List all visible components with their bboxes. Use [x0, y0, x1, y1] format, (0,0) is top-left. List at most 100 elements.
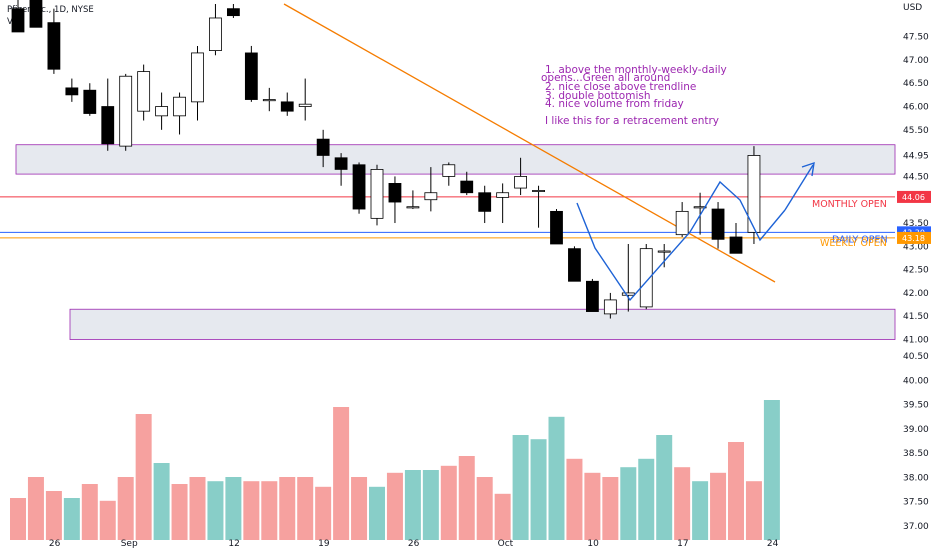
price-tick: 46.00 — [903, 103, 929, 113]
candle-body — [675, 210, 689, 236]
volume-bar — [620, 467, 637, 540]
volume-bar — [333, 407, 350, 540]
candle-body — [442, 164, 456, 177]
candle-body — [532, 189, 545, 192]
projection-arrow[interactable] — [784, 164, 814, 211]
level-label: MONTHLY OPEN — [812, 199, 887, 210]
annotation-line: 2. nice close above trendline — [545, 81, 696, 93]
volume-bar — [763, 400, 780, 540]
volume-bar — [225, 477, 242, 540]
time-label: 26 — [49, 539, 61, 549]
candle-body — [262, 99, 276, 102]
candle-body — [514, 176, 527, 189]
price-badge — [897, 190, 931, 203]
price-tick: 47.50 — [903, 33, 929, 43]
time-label: 26 — [408, 539, 420, 549]
price-tick: 44.95 — [903, 151, 929, 161]
annotation-line: 1. above the monthly-weekly-daily — [545, 64, 727, 76]
price-tick: 37.00 — [903, 522, 929, 532]
time-label: 24 — [767, 539, 779, 549]
candle-body — [298, 103, 312, 107]
candle-body — [83, 89, 97, 114]
level-label: DAILY OPEN — [832, 234, 888, 245]
candle-body — [586, 280, 599, 312]
candle-body — [370, 169, 384, 219]
price-axis[interactable]: USD 47.50 47.00 46.50 46.00 45.50 44.95 44.50 43… — [897, 3, 931, 532]
volume-bar — [728, 442, 744, 540]
candle-body — [388, 183, 402, 203]
candle-body — [747, 155, 761, 233]
annotation-line: 4. nice volume from friday — [545, 98, 684, 110]
price-tick: 47.00 — [903, 56, 929, 66]
candle-body — [316, 138, 330, 156]
support-zone[interactable] — [69, 308, 896, 340]
zones — [15, 144, 896, 340]
candle-body — [460, 180, 474, 194]
volume-bar — [27, 477, 44, 540]
candle-body — [729, 236, 743, 254]
volume-bar — [63, 498, 80, 540]
volume-bar — [692, 481, 709, 540]
price-tick: 44.50 — [903, 172, 929, 182]
candle-body — [65, 87, 79, 96]
volume-bars — [10, 400, 780, 540]
volume-bar — [656, 435, 673, 540]
candle-body — [173, 96, 186, 117]
volume-bar — [494, 493, 511, 540]
candle-body — [621, 292, 635, 296]
candle-body — [496, 192, 510, 198]
price-tick: 41.50 — [903, 312, 929, 322]
candle-body — [11, 8, 25, 33]
annotation-line: opens...Green all around — [541, 72, 670, 84]
annotation-line: 3. double bottomish — [545, 90, 651, 102]
candle-body — [137, 71, 151, 112]
volume-bar — [45, 491, 62, 540]
annotation-text: 1. above the monthly-weekly-dailyopens..… — [541, 64, 727, 127]
time-label: Sep — [121, 539, 138, 549]
trendline[interactable] — [283, 3, 776, 283]
time-label: 12 — [228, 539, 239, 549]
time-axis[interactable]: 26 Sep 12 19 26 Oct 10 17 24 — [49, 539, 779, 549]
candle-body — [639, 248, 653, 308]
volume-bar — [745, 481, 762, 540]
time-label: 10 — [587, 539, 599, 549]
candles — [11, 0, 761, 319]
price-tick: 43.00 — [903, 242, 929, 252]
volume-bar — [440, 465, 457, 540]
symbol-title: Pfizer Inc., 1D, NYSE — [7, 5, 94, 15]
price-tick: 46.50 — [903, 79, 929, 89]
volume-bar — [674, 467, 691, 540]
volume-bar — [386, 472, 403, 540]
volume-bar — [279, 477, 296, 540]
volume-bar — [81, 484, 98, 540]
volume-bar — [135, 414, 152, 540]
candle-body — [352, 164, 366, 210]
projection-line[interactable] — [576, 180, 786, 302]
candle-body — [550, 210, 563, 245]
volume-bar — [153, 463, 170, 540]
price-tick: 40.00 — [903, 376, 929, 386]
candle-body — [334, 157, 348, 170]
annotation-line: I like this for a retracement entry — [545, 115, 719, 127]
projection-path[interactable] — [576, 161, 815, 302]
candle-body — [47, 22, 61, 70]
volume-bar — [207, 481, 224, 540]
volume-bar — [602, 477, 619, 540]
volume-bar — [548, 416, 565, 540]
candle-body — [280, 101, 294, 112]
volume-bar — [530, 439, 547, 540]
candle-body — [711, 208, 725, 240]
trendline-segment[interactable] — [283, 3, 776, 283]
resistance-zone[interactable] — [15, 144, 896, 175]
volume-bar — [584, 472, 601, 540]
price-tick: 42.00 — [903, 289, 929, 299]
time-label: 17 — [677, 539, 688, 549]
candle-body — [478, 192, 492, 212]
price-tick: 42.50 — [903, 266, 929, 276]
volume-bar — [99, 500, 116, 540]
price-tick: 38.00 — [903, 473, 929, 483]
price-badge-text: 44.06 — [902, 193, 925, 202]
axis-unit: USD — [903, 3, 922, 13]
